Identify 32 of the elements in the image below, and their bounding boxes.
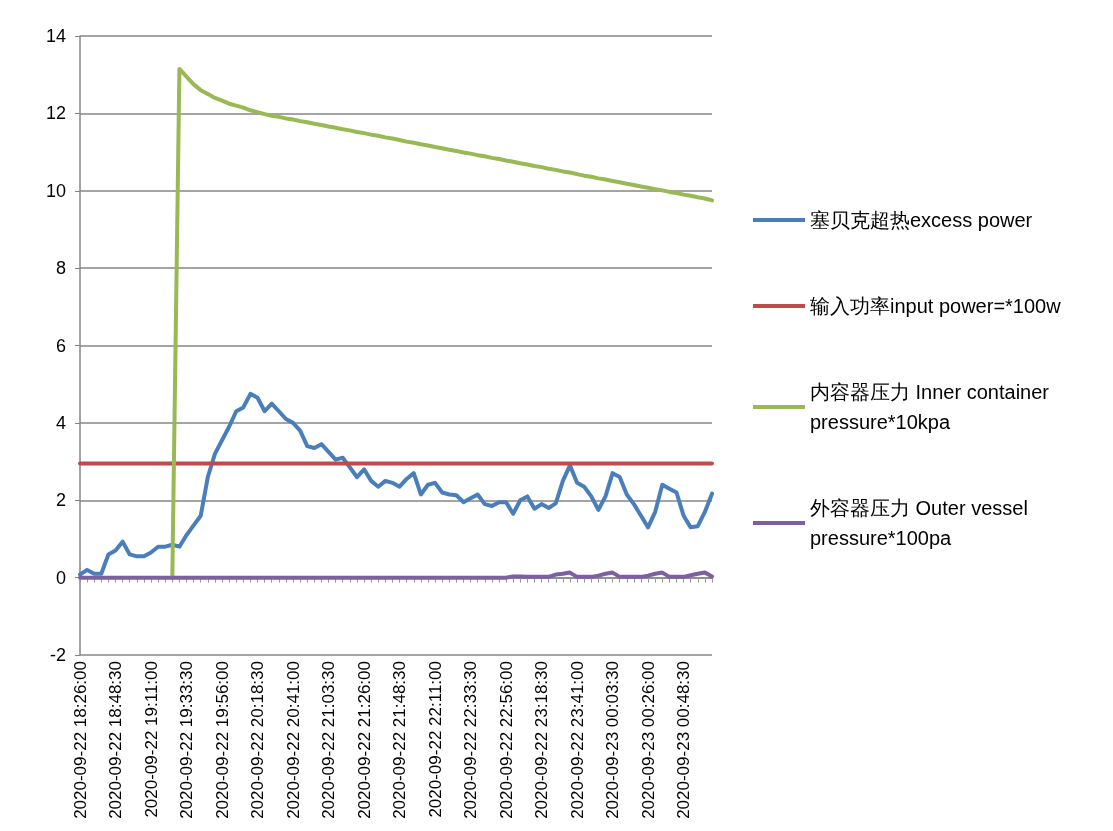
x-tick-label: 2020-09-22 18:48:30 [106, 661, 126, 819]
line-series [78, 391, 714, 577]
x-tick-label: 2020-09-22 23:18:30 [532, 661, 552, 819]
legend-label: 内容器压力 Inner container pressure*10kpa [810, 381, 1055, 433]
x-tick-label: 2020-09-23 00:48:30 [674, 661, 694, 819]
x-tick-label: 2020-09-22 22:33:30 [461, 661, 481, 819]
y-tick-label: 6 [55, 335, 66, 356]
x-tick-label: 2020-09-23 00:26:00 [638, 661, 658, 819]
legend-label: 输入功率input power=*100w [810, 295, 1062, 317]
x-tick-label: 2020-09-23 00:03:30 [603, 661, 623, 819]
x-tick-label: 2020-09-22 21:03:30 [319, 661, 339, 819]
x-tick-label: 2020-09-22 18:26:00 [70, 661, 90, 819]
y-tick-label: 0 [55, 567, 66, 588]
x-tick-label: 2020-09-22 23:41:00 [567, 661, 587, 819]
x-tick-label: 2020-09-22 22:56:00 [496, 661, 516, 819]
y-tick-label: 12 [45, 103, 66, 124]
legend-label: 塞贝克超热excess power [810, 209, 1033, 231]
x-tick-label: 2020-09-22 20:18:30 [248, 661, 268, 819]
x-tick-label: 2020-09-22 21:26:00 [354, 661, 374, 819]
y-tick-label: 2 [55, 490, 66, 511]
x-tick-label: 2020-09-22 21:48:30 [390, 661, 410, 819]
y-tick-label: 14 [45, 26, 66, 46]
x-tick-label: 2020-09-22 19:56:00 [212, 661, 232, 819]
y-tick-label: 8 [55, 258, 66, 279]
legend-label: 外容器压力 Outer vessel pressure*100pa [810, 497, 1034, 549]
x-tick-label: 2020-09-22 19:33:30 [177, 661, 197, 819]
y-tick-label: 10 [45, 180, 66, 201]
x-tick-label: 2020-09-22 20:41:00 [283, 661, 303, 819]
x-tick-label: 2020-09-22 22:11:00 [425, 661, 445, 818]
x-tick-label: 2020-09-22 19:11:00 [141, 661, 161, 818]
y-tick-label: -2 [49, 645, 66, 665]
y-tick-label: 4 [55, 412, 66, 433]
